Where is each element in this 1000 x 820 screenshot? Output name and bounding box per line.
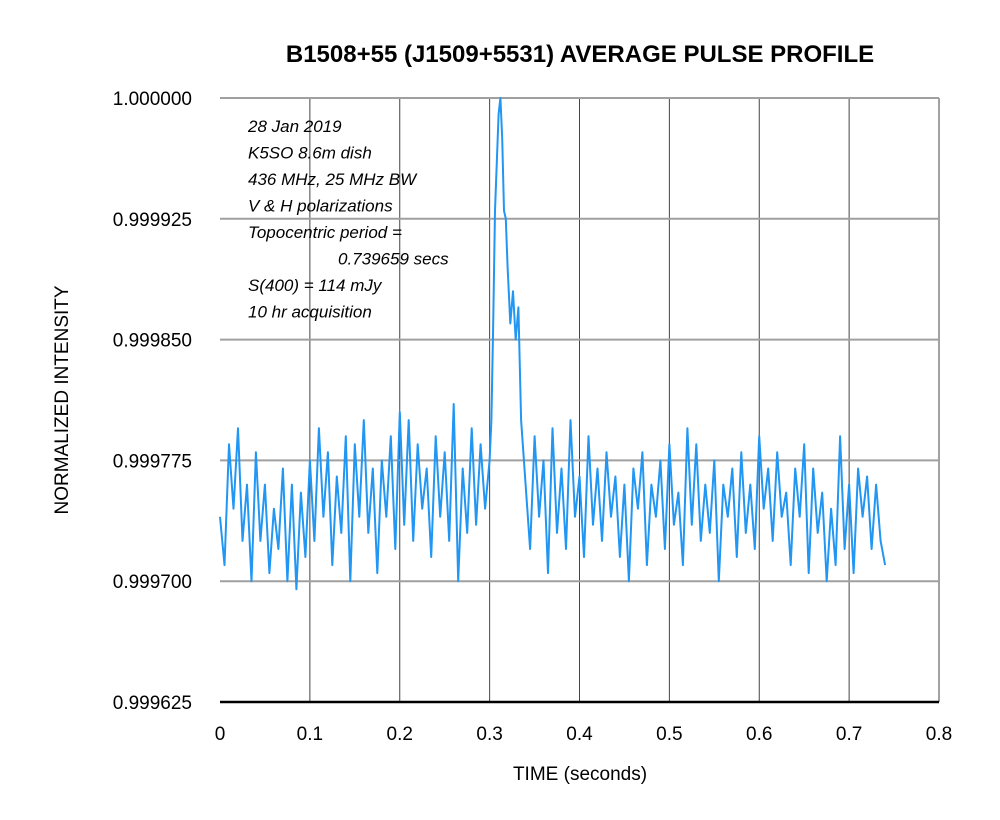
y-tick-label: 0.999775: [113, 451, 192, 472]
y-tick-labels: 0.999625 0.999700 0.999775 0.999850 0.999925…: [113, 89, 192, 714]
y-tick-label: 0.999700: [113, 572, 192, 593]
x-tick-label: 0: [215, 724, 226, 745]
x-tick-label: 0.2: [387, 724, 413, 745]
annotation-line: 28 Jan 2019: [247, 117, 342, 136]
annotation-line: V & H polarizations: [248, 197, 393, 216]
y-tick-label: 0.999625: [113, 693, 192, 714]
grid: [220, 97, 940, 704]
x-axis-label: TIME (seconds): [513, 764, 647, 785]
annotation-line: 10 hr acquisition: [248, 303, 372, 322]
y-tick-label: 1.000000: [113, 89, 192, 110]
annotation-line: K5SO 8.6m dish: [248, 144, 372, 163]
series-line: [219, 97, 887, 591]
x-tick-label: 0.4: [566, 724, 593, 745]
series-group: [219, 97, 887, 591]
x-tick-label: 0.6: [746, 724, 772, 745]
annotation-line: S(400) = 114 mJy: [248, 276, 383, 295]
x-tick-labels: 0 0.1 0.2 0.3 0.4 0.5 0.6 0.7 0.8: [215, 724, 953, 745]
y-tick-label: 0.999850: [113, 331, 192, 352]
x-tick-label: 0.5: [656, 724, 682, 745]
x-tick-label: 0.7: [836, 724, 862, 745]
y-axis-label: NORMALIZED INTENSITY: [52, 285, 73, 514]
annotation-line: Topocentric period =: [248, 223, 402, 242]
x-tick-label: 0.3: [476, 724, 502, 745]
annotation-box: 28 Jan 2019 K5SO 8.6m dish 436 MHz, 25 MHz…: [247, 117, 449, 322]
annotation-line: 436 MHz, 25 MHz BW: [248, 170, 418, 189]
x-tick-label: 0.1: [297, 724, 323, 745]
chart-title: B1508+55 (J1509+5531) AVERAGE PULSE PROF…: [286, 41, 874, 68]
y-tick-label: 0.999925: [113, 210, 192, 231]
x-tick-label: 0.8: [926, 724, 952, 745]
annotation-line: 0.739659 secs: [338, 250, 449, 269]
